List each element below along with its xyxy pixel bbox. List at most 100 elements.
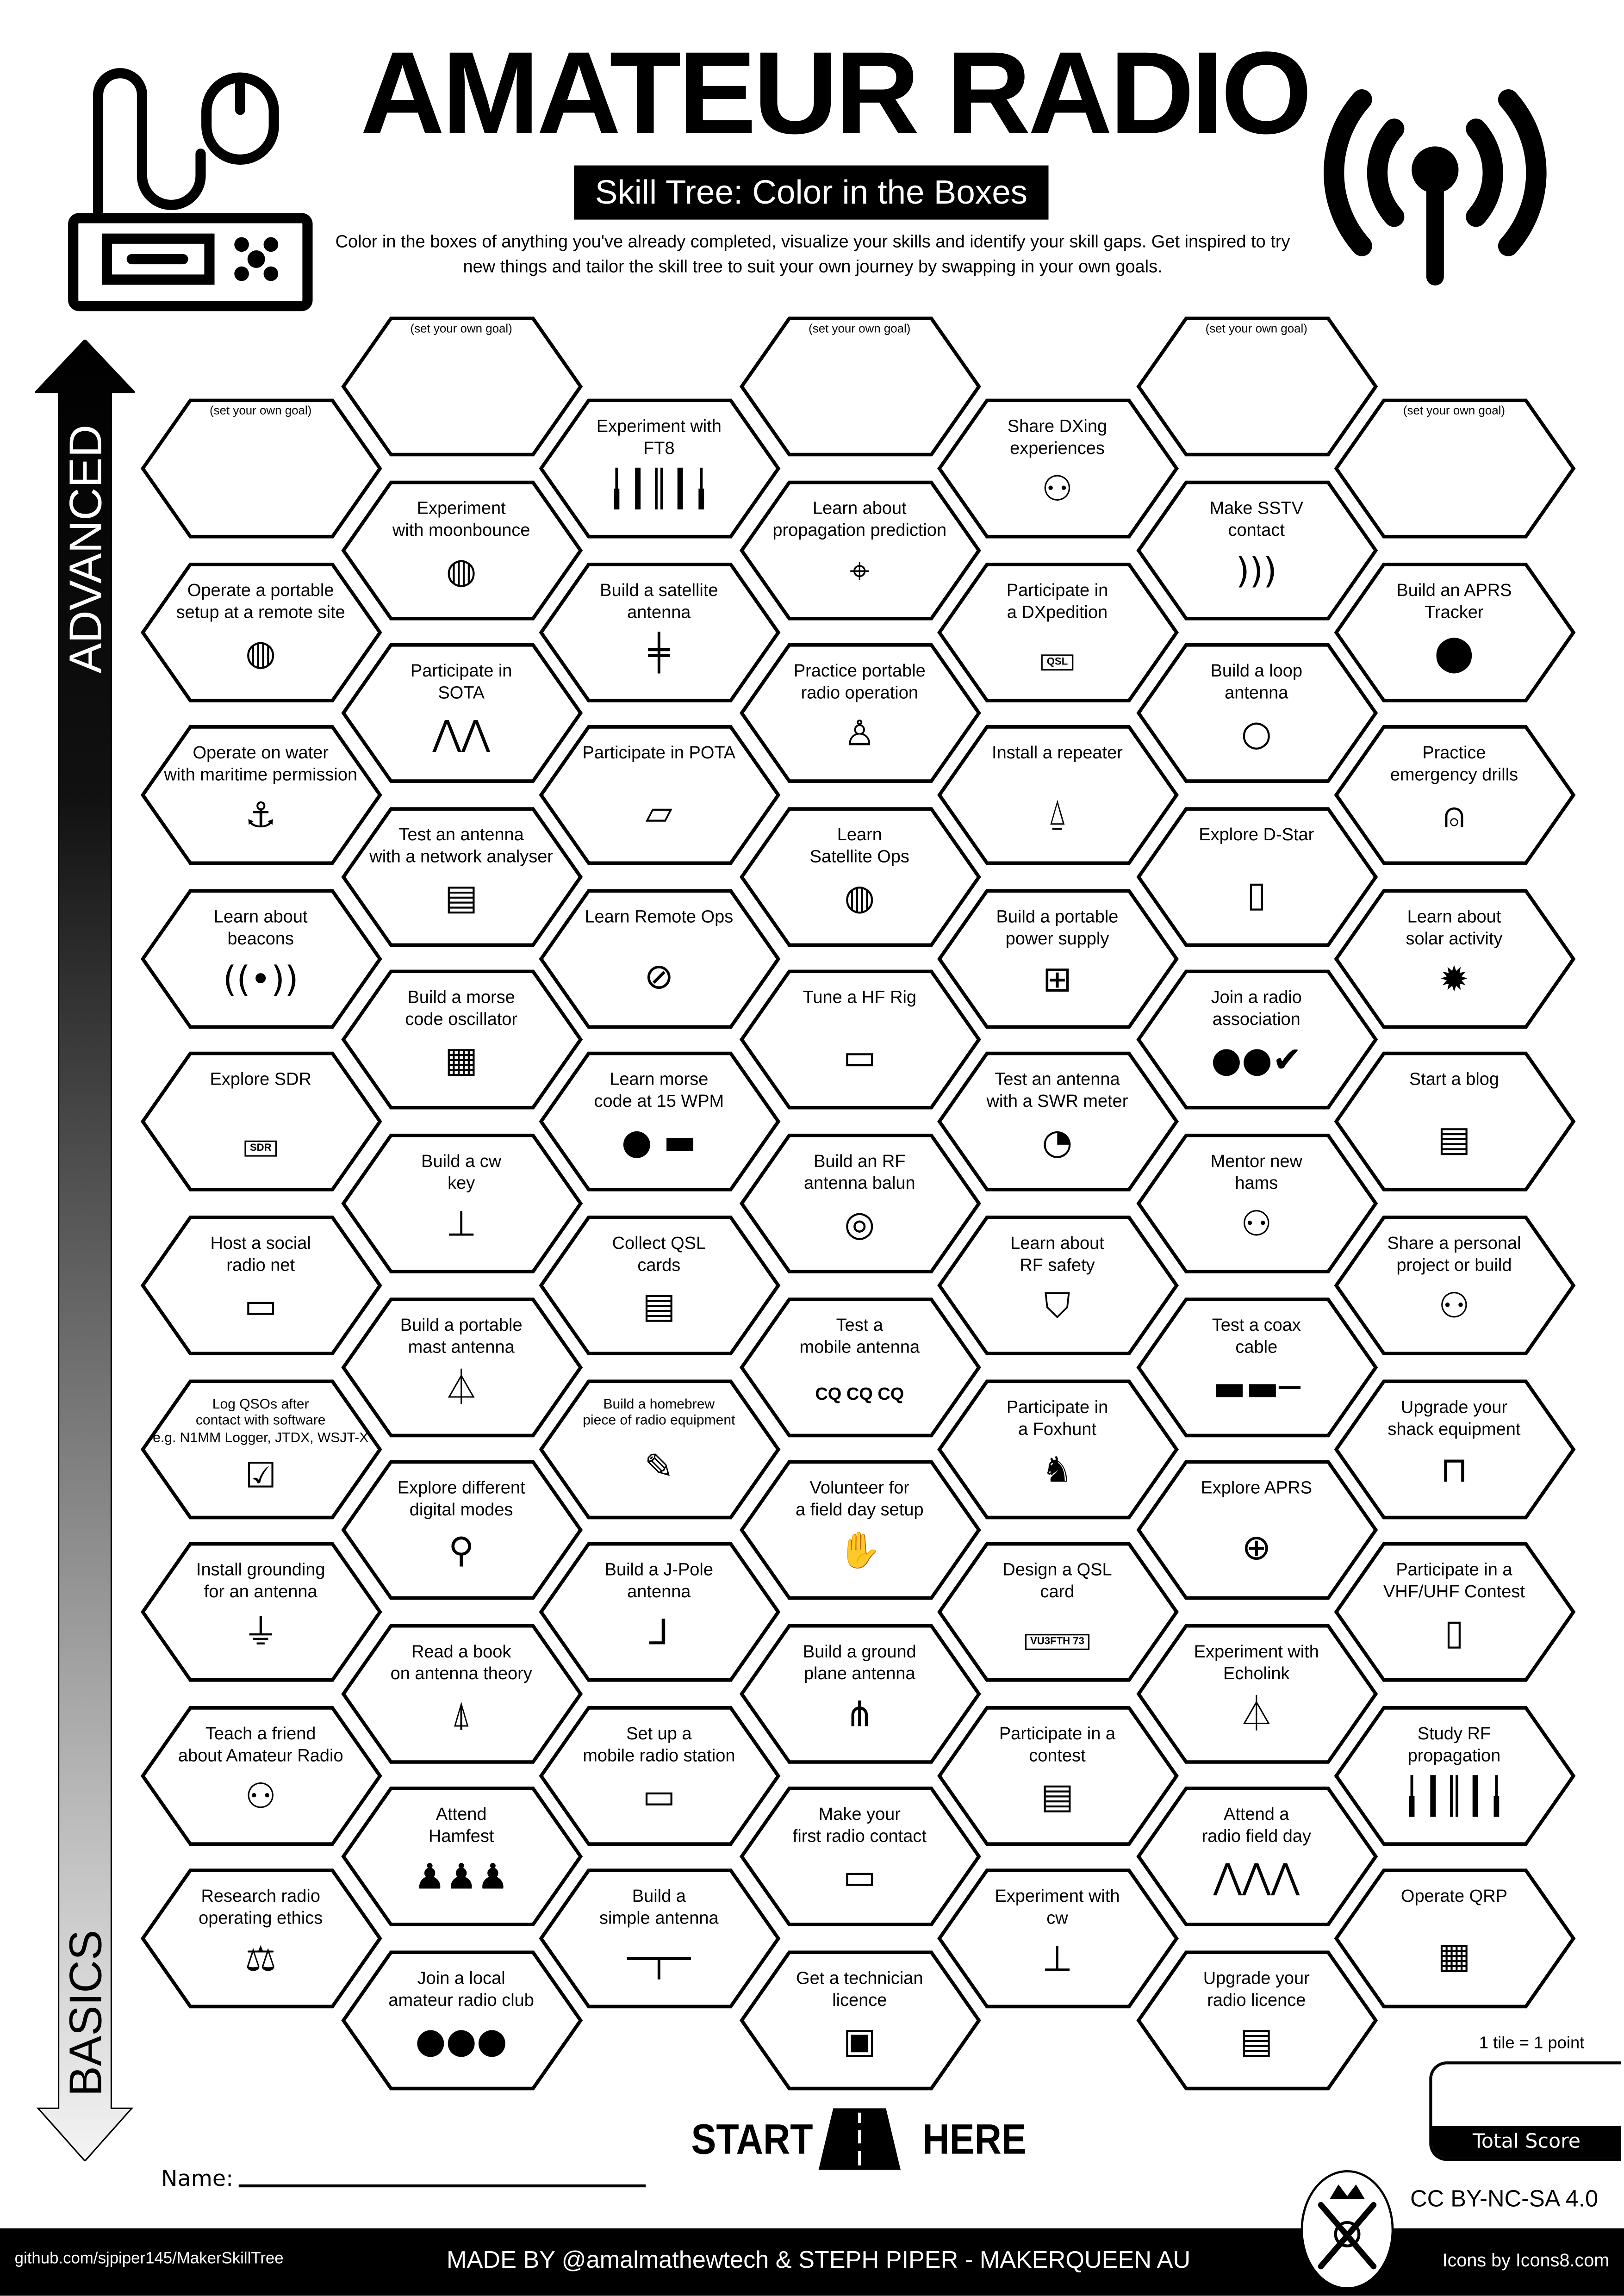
hex-tile[interactable]: Share DXing experiences ⚇: [936, 398, 1178, 539]
hex-tile[interactable]: Build an APRS Tracker ⬤: [1333, 562, 1575, 702]
hex-tile[interactable]: Operate QRP ▦: [1333, 1869, 1575, 2010]
name-label: Name:: [161, 2165, 234, 2192]
hex-tile[interactable]: Research radio operating ethics ⚖: [140, 1869, 382, 2010]
hex-tile[interactable]: Experiment with FT8 ╽┃║┃╽: [538, 398, 780, 539]
hex-tile-custom-goal[interactable]: (set your own goal): [739, 316, 981, 457]
hex-tile[interactable]: Build a morse code oscillator ▦: [340, 970, 582, 1111]
hex-tile[interactable]: Participate in a DXpedition QSL: [936, 562, 1178, 702]
hex-tile[interactable]: Test an antenna with a network analyser ▤: [340, 807, 582, 947]
hex-tile-custom-goal[interactable]: (set your own goal): [340, 316, 582, 457]
hex-tile[interactable]: Tune a HF Rig ▭: [739, 970, 981, 1111]
tile-label: Test a coax cable: [1212, 1314, 1301, 1357]
helping-hands-icon: ✋: [838, 1530, 882, 1571]
hex-tile[interactable]: Get a technician licence ▣: [739, 1950, 981, 2091]
hex-tile[interactable]: Participate in POTA ▱: [538, 725, 780, 866]
hex-tile[interactable]: Attend a radio field day ⋀⋀⋀: [1135, 1787, 1377, 1927]
hex-tile[interactable]: Participate in a contest ▤: [936, 1706, 1178, 1846]
hex-tile-custom-goal[interactable]: (set your own goal): [140, 398, 382, 539]
hex-tile[interactable]: Collect QSL cards ▤: [538, 1215, 780, 1356]
hex-tile[interactable]: Volunteer for a field day setup ✋: [739, 1460, 981, 1601]
hex-tile[interactable]: Experiment with Echolink ⏃: [1135, 1623, 1377, 1764]
hex-tile[interactable]: Build a portable mast antenna ⏃: [340, 1297, 582, 1437]
mountain-range-icon: ⋀⋀⋀: [1213, 1857, 1300, 1898]
hex-tile[interactable]: Build a portable power supply ⊞: [936, 888, 1178, 1029]
hex-tile[interactable]: Learn Remote Ops ⊘: [538, 888, 780, 1029]
goal-placeholder: (set your own goal): [809, 322, 911, 335]
hex-tile[interactable]: Learn about solar activity ✹: [1333, 888, 1575, 1029]
magnifier-icon: ⚲: [448, 1530, 474, 1571]
hex-tile[interactable]: Learn about beacons ((•)): [140, 888, 382, 1029]
hex-tile[interactable]: Build a cw key ⊥: [340, 1133, 582, 1274]
hex-tile[interactable]: Participate in a VHF/UHF Contest ▯: [1333, 1542, 1575, 1682]
hex-tile[interactable]: Mentor new hams ⚇: [1135, 1133, 1377, 1274]
hex-tile[interactable]: Explore SDR SDR: [140, 1052, 382, 1192]
waveform-icon: ╽┃║┃╽: [1401, 1775, 1507, 1817]
toroid-icon: ◎: [844, 1203, 875, 1245]
hex-tile[interactable]: Learn Satellite Ops ◍: [739, 807, 981, 947]
total-score-box[interactable]: Total Score: [1429, 2061, 1621, 2161]
hex-tile[interactable]: Teach a friend about Amateur Radio ⚇: [140, 1706, 382, 1846]
hex-tile[interactable]: Make SSTV contact))): [1135, 480, 1377, 621]
hex-tile[interactable]: Host a social radio net ▭: [140, 1215, 382, 1356]
hex-tile[interactable]: Upgrade your shack equipment ⊓: [1333, 1378, 1575, 1519]
hex-tile[interactable]: Build a simple antenna ─┬─: [538, 1869, 780, 2010]
hex-tile[interactable]: Participate in SOTA ⋀⋀: [340, 643, 582, 784]
hex-tile[interactable]: Join a local amateur radio club ●●●: [340, 1950, 582, 2091]
hex-outline: [538, 725, 780, 865]
tile-label: Explore D-Star: [1199, 824, 1314, 845]
name-field[interactable]: [238, 2184, 646, 2188]
hex-tile[interactable]: Operate on water with maritime permissio…: [140, 725, 382, 866]
hex-tile[interactable]: Build an RF antenna balun ◎: [739, 1133, 981, 1274]
hex-tile[interactable]: Set up a mobile radio station ▭: [538, 1706, 780, 1846]
hex-tile[interactable]: Experiment with cw ⊥: [936, 1869, 1178, 2010]
hex-tile[interactable]: Learn about RF safety ⛉: [936, 1215, 1178, 1356]
tile-label: Build a morse code oscillator: [405, 987, 518, 1030]
hex-tile[interactable]: Learn about propagation prediction ⌖: [739, 480, 981, 621]
hex-tile-custom-goal[interactable]: (set your own goal): [1135, 316, 1377, 457]
hex-tile[interactable]: Experiment with moonbounce ◍: [340, 480, 582, 621]
hex-tile[interactable]: Build a loop antenna ○: [1135, 643, 1377, 784]
hex-tile[interactable]: Practice emergency drills ⍝: [1333, 725, 1575, 866]
hex-tile[interactable]: Install grounding for an antenna ⏚: [140, 1542, 382, 1682]
tile-label: Experiment with cw: [995, 1886, 1120, 1929]
hex-outline: [140, 1052, 382, 1192]
tile-label: Build a satellite antenna: [600, 579, 718, 622]
hex-tile[interactable]: Attend Hamfest ♟♟♟: [340, 1787, 582, 1927]
hex-tile[interactable]: Explore different digital modes ⚲: [340, 1460, 582, 1601]
hex-tile[interactable]: Share a personal project or build ⚇: [1333, 1215, 1575, 1356]
hex-tile-custom-goal[interactable]: (set your own goal): [1333, 398, 1575, 539]
hex-tile[interactable]: Make your first radio contact ▭: [739, 1787, 981, 1927]
hex-tile[interactable]: Build a homebrew piece of radio equipmen…: [538, 1378, 780, 1519]
web-page-icon: ▤: [1437, 1119, 1471, 1160]
hex-tile[interactable]: Log QSOs after contact with software e.g…: [140, 1378, 382, 1519]
hex-tile[interactable]: Test a mobile antenna CQ CQ CQ: [739, 1297, 981, 1437]
hex-tile[interactable]: Operate a portable setup at a remote sit…: [140, 562, 382, 702]
hex-tile[interactable]: Upgrade your radio licence ▤: [1135, 1950, 1377, 2091]
hex-tile[interactable]: Study RF propagation ╽┃║┃╽: [1333, 1706, 1575, 1846]
hex-outline: [1135, 807, 1377, 947]
hex-outline: [140, 1379, 382, 1519]
hex-tile[interactable]: Join a radio association ●●✔: [1135, 970, 1377, 1111]
hex-tile[interactable]: Build a ground plane antenna ⋔: [739, 1623, 981, 1764]
hex-tile[interactable]: Participate in a Foxhunt ♞: [936, 1378, 1178, 1519]
hex-tile[interactable]: Explore D-Star ▯: [1135, 807, 1377, 947]
hex-tile[interactable]: Build a satellite antenna ╪: [538, 562, 780, 702]
hex-tile[interactable]: Explore APRS ⊕: [1135, 1460, 1377, 1601]
hex-tile[interactable]: Build a J-Pole antenna ⅃: [538, 1542, 780, 1682]
hex-tile[interactable]: Test a coax cable ▬▬─: [1135, 1297, 1377, 1437]
hex-tile[interactable]: Read a book on antenna theory ⍋: [340, 1623, 582, 1764]
github-link[interactable]: github.com/sjpiper145/MakerSkillTree: [14, 2250, 284, 2268]
hex-outline: [538, 1869, 780, 2009]
tile-label: Upgrade your shack equipment: [1388, 1396, 1521, 1439]
hex-tile[interactable]: Start a blog ▤: [1333, 1052, 1575, 1192]
tile-label: Install a repeater: [992, 742, 1123, 763]
hex-tile[interactable]: Install a repeater ⍙: [936, 725, 1178, 866]
hex-tile[interactable]: Practice portable radio operation ♙: [739, 643, 981, 784]
hex-tile[interactable]: Learn morse code at 15 WPM ● ▬: [538, 1052, 780, 1192]
alarm-light-icon: ⍝: [1444, 795, 1465, 837]
hex-tile[interactable]: Test an antenna with a SWR meter ◔: [936, 1052, 1178, 1192]
tile-label: Learn about beacons: [213, 906, 308, 949]
tile-label: Build a cw key: [421, 1150, 502, 1193]
hex-tile[interactable]: Design a QSL card VU3FTH 73: [936, 1542, 1178, 1682]
yagi-antenna-icon: ╪: [648, 632, 670, 673]
